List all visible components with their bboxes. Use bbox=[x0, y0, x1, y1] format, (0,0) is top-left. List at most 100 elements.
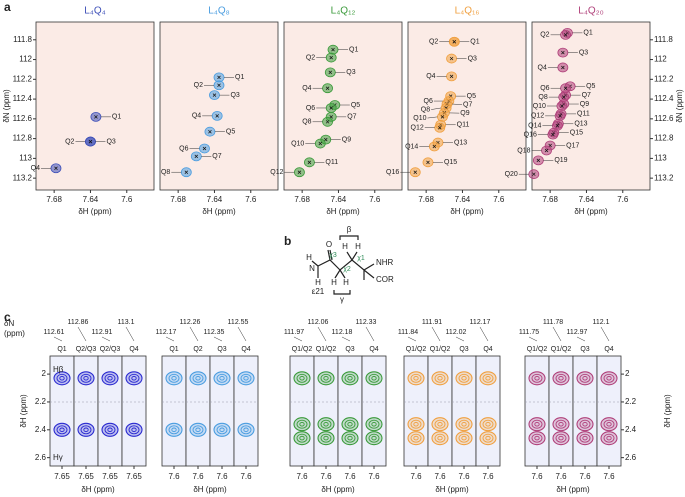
peak bbox=[600, 371, 618, 386]
contour bbox=[579, 419, 591, 429]
strip-label: Q4 bbox=[241, 346, 250, 353]
contour bbox=[434, 373, 446, 383]
contour bbox=[603, 419, 615, 429]
peak-label: Q3 bbox=[106, 138, 115, 145]
peak-cross bbox=[212, 93, 217, 97]
peak-label: Q7 bbox=[463, 101, 472, 108]
contour bbox=[458, 419, 470, 429]
strip-label: Q4 bbox=[483, 346, 492, 353]
dn-connector bbox=[365, 326, 375, 342]
torsion-label: χ3 bbox=[329, 252, 337, 259]
strip-label: Q4 bbox=[129, 346, 138, 353]
peak bbox=[189, 371, 207, 386]
peak-label: Q2 bbox=[429, 39, 438, 46]
contour bbox=[437, 435, 443, 441]
peak bbox=[341, 417, 359, 432]
peak-cross bbox=[544, 148, 549, 153]
peak bbox=[431, 431, 449, 446]
dn-connector bbox=[237, 326, 247, 342]
contour bbox=[458, 433, 470, 443]
contour bbox=[243, 376, 249, 381]
x-tick-label: 7.6 bbox=[458, 472, 470, 481]
peak bbox=[528, 371, 546, 386]
x-tick-label: 7.6 bbox=[617, 195, 629, 204]
y-tick-label: 113 bbox=[654, 153, 667, 162]
y-tick-label: 112.6 bbox=[13, 114, 33, 123]
contour bbox=[579, 373, 591, 383]
contour bbox=[299, 376, 305, 381]
peak-label: Q3 bbox=[579, 49, 588, 56]
peak-cross bbox=[325, 86, 330, 90]
peak bbox=[213, 422, 231, 437]
peak bbox=[341, 371, 359, 386]
atom-label: COR bbox=[376, 275, 394, 284]
x-tick-label: 7.65 bbox=[126, 472, 142, 481]
contour bbox=[80, 425, 92, 435]
x-tick-label: 7.6 bbox=[245, 195, 257, 204]
contour bbox=[323, 435, 329, 441]
strip-label: Q1/Q2 bbox=[292, 346, 313, 353]
peak-cross bbox=[217, 75, 221, 80]
x-tick-label: 7.6 bbox=[482, 472, 494, 481]
atom-label: H bbox=[343, 278, 349, 287]
contour bbox=[243, 427, 249, 433]
peak bbox=[407, 371, 425, 386]
y-tick-label: 112.8 bbox=[654, 134, 674, 143]
contour bbox=[347, 421, 353, 427]
peak bbox=[101, 371, 119, 386]
contour bbox=[168, 425, 180, 435]
contour bbox=[240, 425, 252, 435]
peak-label: Q8 bbox=[538, 94, 547, 101]
peak-label: Q7 bbox=[212, 153, 221, 160]
dn-label: 111.97 bbox=[284, 329, 304, 336]
x-tick-label: 7.6 bbox=[121, 195, 133, 204]
y-tick-label: 111.8 bbox=[654, 35, 673, 44]
contour bbox=[606, 421, 612, 427]
contour bbox=[131, 427, 137, 433]
peak-label: Q19 bbox=[554, 157, 567, 164]
x-tick-label: 7.6 bbox=[320, 472, 332, 481]
peak-label: Q16 bbox=[386, 169, 399, 176]
peak bbox=[528, 417, 546, 432]
contour bbox=[555, 419, 567, 429]
y-tick-label: 2.4 bbox=[625, 425, 637, 434]
contour bbox=[171, 427, 177, 433]
brackets bbox=[333, 235, 359, 295]
dn-label: 112.55 bbox=[228, 319, 249, 326]
contour bbox=[434, 419, 446, 429]
contour bbox=[107, 376, 113, 381]
x-tick-label: 7.6 bbox=[579, 472, 591, 481]
leader-line bbox=[431, 107, 442, 110]
contour bbox=[323, 421, 329, 427]
leader-line bbox=[452, 103, 463, 105]
contour bbox=[195, 427, 201, 433]
contour bbox=[555, 433, 567, 443]
peak-cross bbox=[307, 160, 312, 165]
contour bbox=[56, 373, 68, 383]
contour bbox=[299, 435, 305, 441]
contour bbox=[104, 373, 116, 383]
peak bbox=[576, 431, 594, 446]
peak bbox=[479, 417, 497, 432]
contour bbox=[344, 433, 356, 443]
peak bbox=[576, 371, 594, 386]
x-tick-label: 7.68 bbox=[170, 195, 186, 204]
x-tick-label: 7.6 bbox=[240, 472, 252, 481]
contour bbox=[534, 421, 540, 427]
peak-cross bbox=[328, 70, 333, 75]
contour bbox=[413, 435, 419, 441]
contour bbox=[296, 373, 308, 383]
leader-line bbox=[427, 116, 438, 119]
peak-cross bbox=[558, 114, 562, 118]
strip-label: Q3 bbox=[580, 346, 589, 353]
peak-cross bbox=[329, 106, 333, 110]
peak-label: Q9 bbox=[460, 110, 469, 117]
contour bbox=[323, 376, 329, 381]
contour bbox=[216, 373, 228, 383]
contour bbox=[410, 419, 422, 429]
contour bbox=[107, 427, 113, 433]
x-tick-label: 7.68 bbox=[46, 195, 62, 204]
strip-label: Q4 bbox=[369, 346, 378, 353]
peak-label: Q12 bbox=[531, 113, 544, 120]
peak bbox=[552, 371, 570, 386]
